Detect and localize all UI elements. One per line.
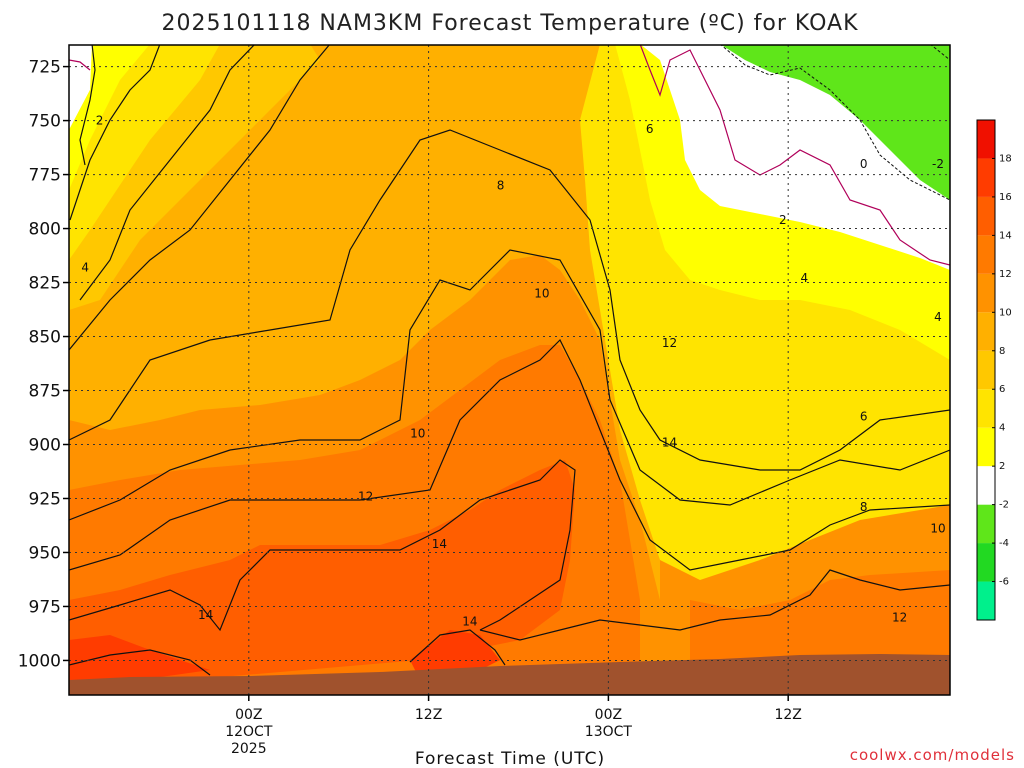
temperature-fill-layer — [69, 45, 950, 695]
contour-labels: 2 4 6 8 10 12 14 10 12 14 14 14 0 2 4 6 8 10 12 4 -2 — [81, 114, 945, 629]
y-tick-label: 825 — [29, 274, 61, 294]
colorbar-label: -2 — [999, 500, 1009, 511]
contour-2-left — [79, 45, 96, 166]
y-tick-label: 925 — [29, 489, 61, 509]
contour-label: 12 — [892, 610, 907, 624]
colorbar-label: 12 — [999, 269, 1012, 280]
contour-label: 14 — [662, 435, 677, 449]
contour-label: 8 — [497, 178, 505, 192]
x-tick-date: 12OCT — [225, 724, 273, 740]
colorbar-swatch — [977, 158, 995, 197]
colorbar-label: 4 — [999, 423, 1005, 434]
colorbar-swatch — [977, 350, 995, 390]
colorbar-swatch — [977, 581, 995, 620]
contour-label: 4 — [81, 260, 89, 274]
y-tick-label: 875 — [29, 382, 61, 402]
y-tick-label: 900 — [29, 436, 61, 456]
contour-label: 2 — [96, 114, 104, 128]
y-tick-label: 800 — [29, 220, 61, 240]
contour-2b-left — [69, 45, 161, 221]
contour-label: 12 — [358, 489, 373, 503]
x-tick-date: 13OCT — [585, 724, 633, 740]
contour-0-left — [69, 59, 91, 71]
colorbar-frame — [976, 119, 996, 621]
contour-label: 6 — [646, 122, 654, 136]
colorbar-label: 18 — [999, 153, 1012, 164]
plot-frame — [68, 44, 951, 696]
contour-label: 6 — [860, 409, 868, 423]
contour-label: 4 — [934, 310, 942, 324]
colorbar-label: 14 — [999, 230, 1012, 241]
contour-label: 10 — [410, 427, 425, 441]
y-tick-label: 775 — [29, 166, 61, 186]
colorbar-swatch — [977, 466, 995, 505]
contour-12-14 — [69, 459, 576, 632]
colorbar-label: 8 — [999, 346, 1005, 357]
contour-minus2 — [720, 45, 950, 201]
terrain-below-ground — [69, 654, 950, 695]
contour-label: 14 — [198, 608, 213, 622]
colorbar-swatch — [977, 120, 995, 159]
contour-16-left — [69, 649, 211, 676]
colorbar-label: 10 — [999, 307, 1012, 318]
colorbar-swatch — [977, 235, 995, 274]
colorbar-swatch — [977, 312, 995, 351]
colorbar-swatch — [977, 389, 995, 428]
contour-10-12 — [69, 338, 950, 571]
colorbar-label: 6 — [999, 384, 1005, 395]
y-tick-label: 950 — [29, 543, 61, 563]
y-tick-label: 1000 — [18, 651, 61, 671]
y-axis: 725 750 775 800 825 850 875 900 925 950 975 1000 — [18, 58, 69, 671]
contour-4-left — [79, 45, 255, 301]
contour-12-right — [479, 569, 950, 641]
contour-label: 12 — [662, 336, 677, 350]
contour-16-center — [409, 629, 506, 666]
colorbar-swatch — [977, 196, 995, 236]
chart-title: 2025101118 NAM3KM Forecast Temperature (… — [161, 11, 858, 36]
credit-link[interactable]: coolwx.com/models — [850, 746, 1015, 764]
x-axis-label: Forecast Time (UTC) — [415, 749, 605, 768]
contour-8-10 — [69, 249, 950, 521]
colorbar-label: -6 — [999, 577, 1009, 588]
y-tick-label: 725 — [29, 58, 61, 78]
contour-6-8 — [69, 129, 950, 471]
contour-label: 4 — [801, 271, 809, 285]
y-tick-label: 750 — [29, 112, 61, 132]
contour-label: 2 — [779, 213, 787, 227]
x-tick-label: 00Z — [235, 707, 262, 723]
contour-minus2-top — [930, 45, 950, 61]
contour-negative-lines — [720, 45, 950, 201]
contour-label: 0 — [860, 157, 868, 171]
colorbar-swatch — [977, 427, 995, 467]
contour-label: 8 — [860, 500, 868, 514]
field-below-minus2 — [721, 45, 950, 200]
x-tick-label: 00Z — [595, 707, 622, 723]
contour-label: 14 — [432, 537, 447, 551]
contour-label: 10 — [930, 522, 945, 536]
gridlines — [69, 45, 950, 695]
contour-label: -2 — [932, 157, 944, 171]
x-tick-label: 12Z — [415, 707, 442, 723]
y-tick-label: 850 — [29, 328, 61, 348]
contour-6-left — [69, 45, 330, 351]
colorbar-swatch — [977, 273, 995, 313]
colorbar-swatch — [977, 543, 995, 582]
colorbar-label: 2 — [999, 461, 1005, 472]
colorbar-label: -4 — [999, 538, 1009, 549]
x-tick-label: 12Z — [774, 707, 801, 723]
x-tick-year: 2025 — [231, 741, 267, 757]
contour-label: 10 — [534, 286, 549, 300]
field-16-18-left — [69, 635, 210, 690]
contour-lines — [69, 45, 950, 676]
colorbar-label: 16 — [999, 192, 1012, 203]
colorbar-swatch — [977, 504, 995, 544]
colorbar: -6 -4 -2 2 4 6 8 10 12 14 16 18 — [976, 119, 1012, 621]
y-tick-label: 975 — [29, 597, 61, 617]
contour-label: 14 — [462, 615, 477, 629]
